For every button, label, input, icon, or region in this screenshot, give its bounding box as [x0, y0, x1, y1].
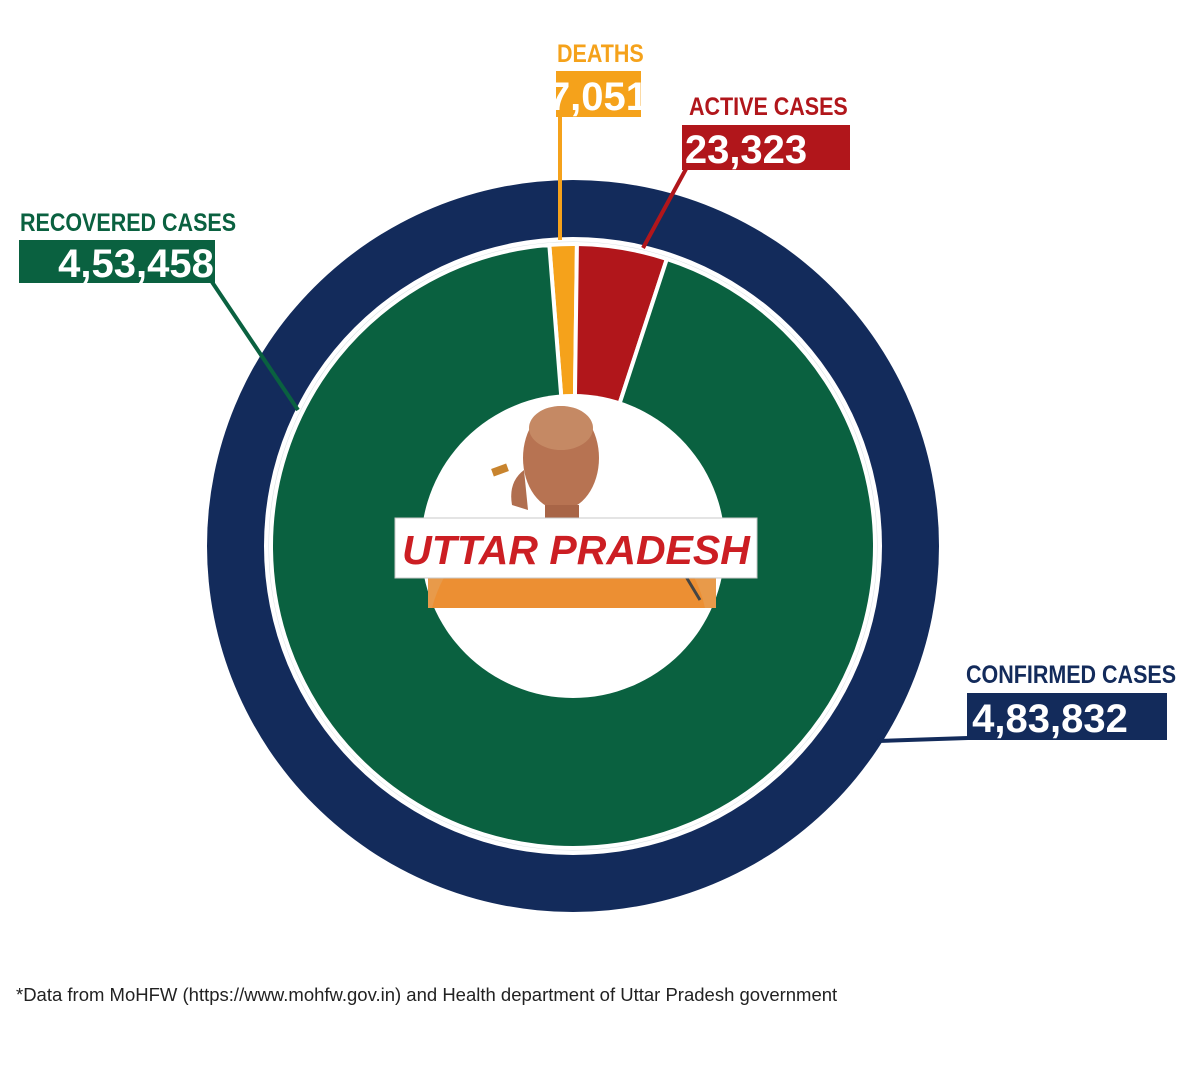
recovered-cases-label: RECOVERED CASES	[20, 208, 236, 236]
leader-lines	[210, 117, 969, 743]
deaths-label: DEATHS	[557, 39, 644, 67]
active-cases-label: ACTIVE CASES	[689, 92, 848, 120]
confirmed-leader-line	[877, 736, 969, 743]
active-cases-value: 23,323	[685, 128, 807, 172]
confirmed-cases-label: CONFIRMED CASES	[966, 660, 1176, 688]
recovered-leader-line	[210, 280, 300, 412]
center-title: UTTAR PRADESH	[402, 527, 751, 573]
active-cases-value-box	[682, 125, 850, 170]
active-leader-line	[641, 168, 688, 249]
confirmed-cases-value-box	[967, 693, 1167, 740]
recovered-cases-value-box	[19, 240, 215, 283]
confirmed-cases-value: 4,83,832	[972, 697, 1128, 741]
deaths-value: 7,051	[548, 75, 648, 119]
recovered-cases-value: 4,53,458	[58, 242, 214, 286]
center-title-banner	[394, 517, 758, 579]
deaths-value-box	[556, 71, 641, 117]
source-footnote: *Data from MoHFW (https://www.mohfw.gov.…	[16, 984, 838, 1005]
